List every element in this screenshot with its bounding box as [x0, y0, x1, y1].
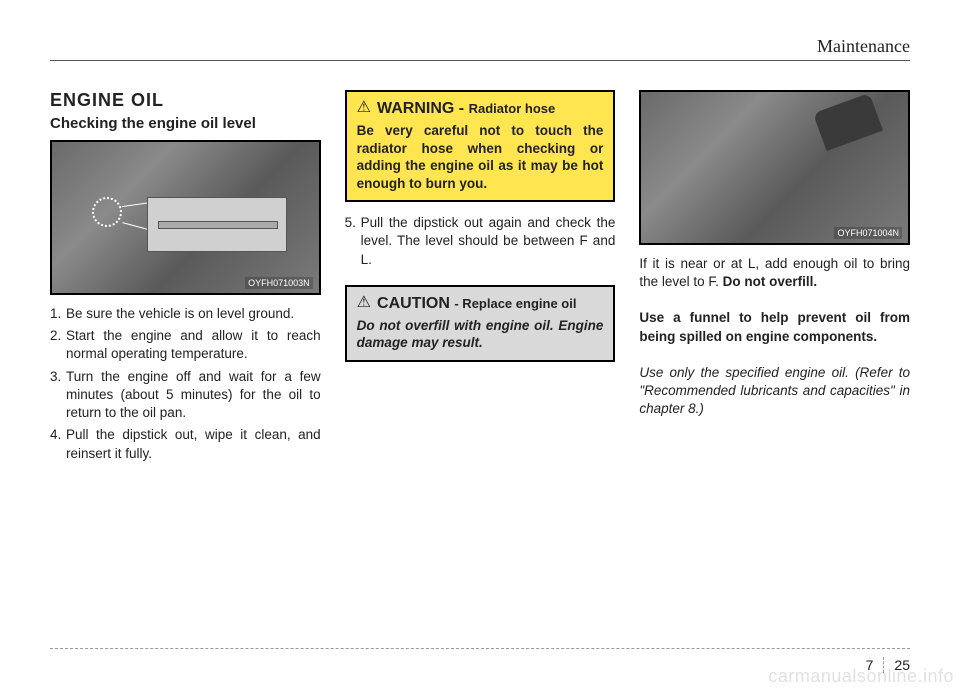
column-2: ⚠ WARNING - Radiator hose Be very carefu… — [345, 90, 616, 629]
step-text: Be sure the vehicle is on level ground. — [66, 305, 321, 323]
image-code-1: OYFH071003N — [245, 277, 313, 289]
caution-box: ⚠ CAUTION - Replace engine oil Do not ov… — [345, 285, 616, 362]
caution-body: Do not overfill with engine oil. Engine … — [357, 317, 604, 352]
warning-box: ⚠ WARNING - Radiator hose Be very carefu… — [345, 90, 616, 202]
warning-triangle-icon: ⚠ — [357, 100, 371, 116]
step-4: 4. Pull the dipstick out, wipe it clean,… — [50, 426, 321, 462]
paragraph-2: Use a funnel to help prevent oil from be… — [639, 309, 910, 345]
column-3: OYFH071004N If it is near or at L, add e… — [639, 90, 910, 629]
oil-bottle — [813, 93, 883, 151]
warning-sub: Radiator hose — [469, 101, 556, 116]
image-code-2: OYFH071004N — [834, 227, 902, 239]
engine-figure-2: OYFH071004N — [639, 90, 910, 245]
step-2: 2. Start the engine and allow it to reac… — [50, 327, 321, 363]
section-heading: ENGINE OIL — [50, 90, 321, 111]
warning-title: WARNING - — [377, 100, 464, 117]
warning-header: ⚠ WARNING - Radiator hose — [357, 100, 604, 118]
step-text: Start the engine and allow it to reach n… — [66, 327, 321, 363]
step-1: 1. Be sure the vehicle is on level groun… — [50, 305, 321, 323]
step-5-wrap: 5. Pull the dipstick out again and check… — [345, 214, 616, 273]
step-text: Turn the engine off and wait for a few m… — [66, 368, 321, 423]
manual-page: Maintenance ENGINE OIL Checking the engi… — [0, 0, 960, 689]
footer-rule — [50, 648, 910, 649]
header-category: Maintenance — [817, 36, 910, 57]
content-columns: ENGINE OIL Checking the engine oil level… — [50, 90, 910, 629]
engine-figure-1: OYFH071003N — [50, 140, 321, 295]
column-1: ENGINE OIL Checking the engine oil level… — [50, 90, 321, 629]
dipstick-callout — [147, 197, 287, 252]
step-number: 2. — [50, 327, 66, 363]
steps-list-1: 1. Be sure the vehicle is on level groun… — [50, 305, 321, 467]
paragraph-1: If it is near or at L, add enough oil to… — [639, 255, 910, 291]
step-number: 5. — [345, 214, 361, 269]
dipstick-highlight-circle — [92, 197, 122, 227]
step-number: 4. — [50, 426, 66, 462]
step-number: 3. — [50, 368, 66, 423]
step-5: 5. Pull the dipstick out again and check… — [345, 214, 616, 269]
paragraph-3: Use only the specified engine oil. (Refe… — [639, 364, 910, 419]
step-3: 3. Turn the engine off and wait for a fe… — [50, 368, 321, 423]
step-text: Pull the dipstick out again and check th… — [361, 214, 616, 269]
dipstick-bar — [158, 221, 278, 229]
warning-body: Be very careful not to touch the radiato… — [357, 122, 604, 192]
caution-header: ⚠ CAUTION - Replace engine oil — [357, 295, 604, 313]
p1-bold: Do not overfill. — [723, 274, 818, 289]
caution-title: CAUTION — [377, 295, 450, 312]
caution-sub: - Replace engine oil — [454, 296, 576, 311]
header-rule — [50, 60, 910, 61]
watermark: carmanualsonline.info — [768, 666, 954, 687]
step-text: Pull the dipstick out, wipe it clean, an… — [66, 426, 321, 462]
caution-triangle-icon: ⚠ — [357, 295, 371, 311]
sub-heading: Checking the engine oil level — [50, 115, 321, 132]
step-number: 1. — [50, 305, 66, 323]
